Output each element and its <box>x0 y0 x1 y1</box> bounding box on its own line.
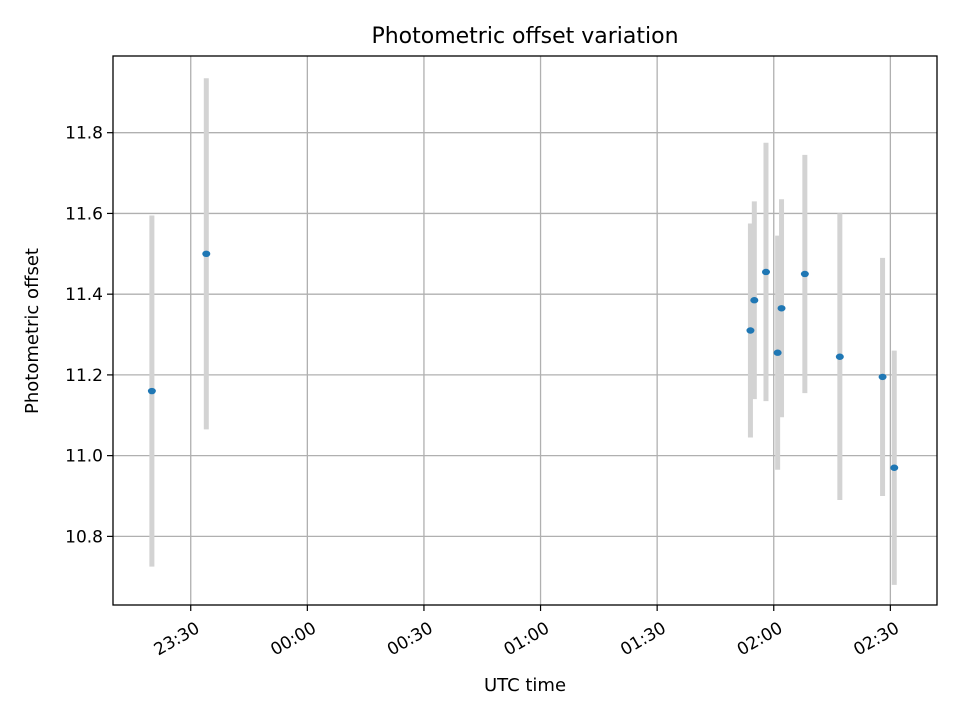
data-point <box>750 297 759 304</box>
y-axis-label: Photometric offset <box>22 248 43 414</box>
x-tick-label: 02:00 <box>734 618 786 660</box>
data-point <box>878 373 887 381</box>
y-tick-label: 10.8 <box>65 527 103 547</box>
x-tick-label: 01:00 <box>501 618 553 660</box>
x-tick-label: 02:30 <box>850 618 902 660</box>
error-bars <box>149 78 897 585</box>
chart-title: Photometric offset variation <box>371 24 678 49</box>
plot-frame <box>112 55 938 606</box>
y-tick-label: 11.2 <box>65 366 103 386</box>
data-point <box>761 268 770 276</box>
data-point <box>835 353 844 360</box>
y-axis-ticks: 10.8 11.0 11.2 11.4 11.6 11.8 <box>65 124 113 547</box>
x-tick-label: 00:00 <box>267 618 319 660</box>
x-tick-label: 01:30 <box>617 618 669 660</box>
data-point <box>773 349 782 356</box>
grid <box>113 56 937 605</box>
data-point <box>147 387 156 395</box>
x-axis-ticks: 23:30 00:00 00:30 01:00 01:30 02:00 02:30 <box>151 605 903 660</box>
x-tick-label: 00:30 <box>384 618 436 660</box>
y-tick-label: 11.0 <box>65 447 103 467</box>
data-point <box>202 250 211 258</box>
y-tick-label: 11.8 <box>65 124 103 144</box>
y-tick-label: 11.6 <box>65 204 103 224</box>
data-point <box>800 270 809 278</box>
x-axis-label: UTC time <box>484 675 566 696</box>
x-tick-label: 23:30 <box>151 618 203 660</box>
data-point <box>890 464 899 471</box>
data-point <box>777 305 786 312</box>
y-tick-label: 11.4 <box>65 285 103 305</box>
data-points <box>147 250 899 471</box>
data-point <box>746 327 755 334</box>
